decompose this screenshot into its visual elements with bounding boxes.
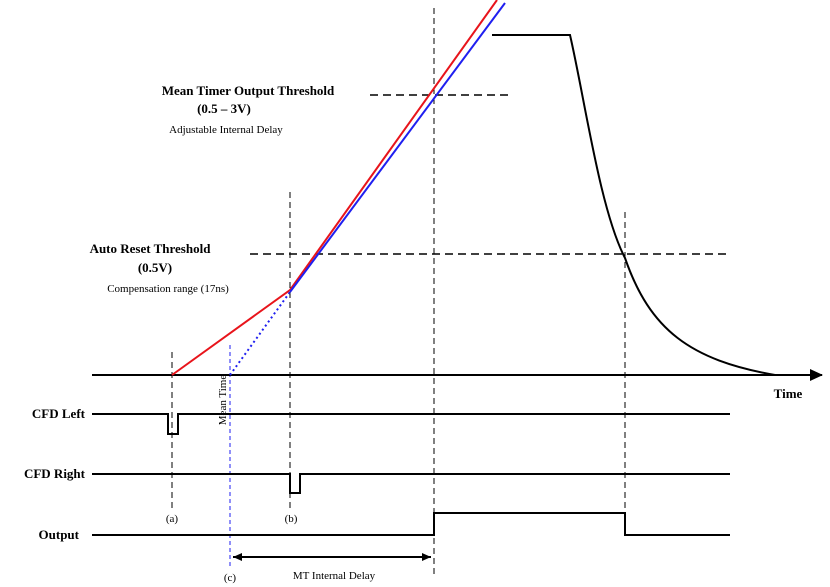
plateau-decay-curve xyxy=(492,34,776,376)
marker-b: (b) xyxy=(285,513,298,525)
cfd-right-label: CFD Right xyxy=(24,466,86,481)
time-axis-label: Time xyxy=(774,386,803,401)
cfd-left-label: CFD Left xyxy=(32,406,86,421)
marker-a: (a) xyxy=(166,513,179,525)
mean-timer-threshold-title: Mean Timer Output Threshold xyxy=(162,83,335,98)
blue-ramp-line xyxy=(289,2,506,293)
mean-timer-threshold-note: Adjustable Internal Delay xyxy=(169,124,283,136)
auto-reset-threshold-value: (0.5V) xyxy=(138,260,172,275)
marker-c: (c) xyxy=(224,572,237,584)
blue-extrapolation-line xyxy=(229,291,291,376)
mt-internal-delay-label: MT Internal Delay xyxy=(293,570,376,582)
auto-reset-threshold-title: Auto Reset Threshold xyxy=(90,241,212,256)
output-label: Output xyxy=(39,527,80,542)
cfd-left-trace xyxy=(92,413,730,435)
mean-time-label: Mean Time xyxy=(217,375,229,426)
red-ramp-line xyxy=(171,0,498,376)
auto-reset-threshold-note: Compensation range (17ns) xyxy=(107,283,229,295)
output-trace xyxy=(92,512,730,536)
cfd-right-trace xyxy=(92,473,730,494)
mean-timer-threshold-range: (0.5 – 3V) xyxy=(197,101,251,116)
